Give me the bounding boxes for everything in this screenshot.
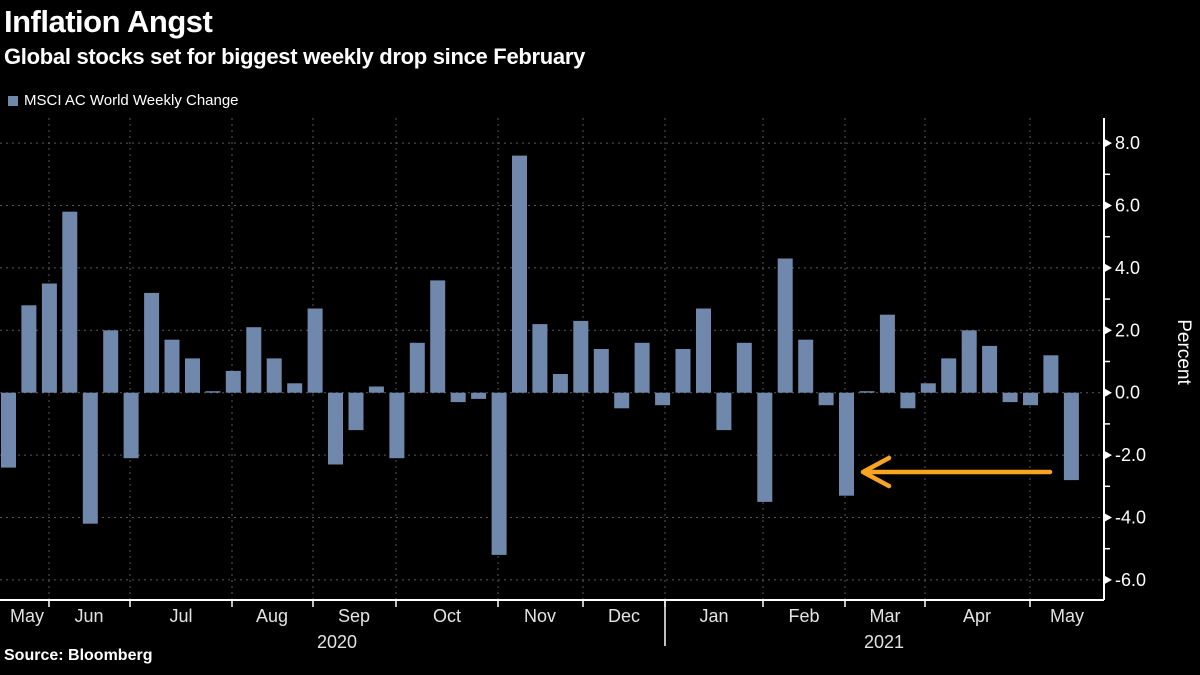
bar <box>941 358 957 393</box>
bar <box>82 392 98 524</box>
bar <box>839 392 854 496</box>
bar <box>266 358 282 393</box>
bar <box>1002 392 1018 403</box>
y-tick-label: -2.0 <box>1115 445 1146 465</box>
bar <box>41 283 57 393</box>
bar <box>532 324 548 393</box>
bar <box>307 308 323 393</box>
y-tick <box>1104 450 1112 460</box>
chart-title: Inflation Angst <box>4 4 213 39</box>
month-label: Jun <box>74 606 103 626</box>
month-label: Jul <box>169 606 192 626</box>
bar <box>1063 392 1079 481</box>
bar <box>696 308 711 393</box>
bar <box>757 392 773 502</box>
bar <box>328 392 343 465</box>
bar <box>450 392 466 403</box>
bar <box>123 392 139 459</box>
bar <box>818 392 834 406</box>
bar <box>246 327 262 393</box>
y-tick-label: 0.0 <box>1115 383 1140 403</box>
y-tick-label: 2.0 <box>1115 320 1140 340</box>
legend-label: MSCI AC World Weekly Change <box>24 92 239 109</box>
bar <box>716 392 732 431</box>
bar <box>471 392 487 399</box>
month-label: Sep <box>338 606 370 626</box>
y-tick <box>1104 513 1112 522</box>
bar <box>1 392 16 468</box>
month-label: Apr <box>963 606 991 626</box>
y-tick <box>1104 138 1112 148</box>
bar <box>409 342 425 393</box>
bar <box>185 358 200 393</box>
bar <box>777 258 793 393</box>
bar <box>512 155 527 393</box>
bar <box>736 342 752 393</box>
bar <box>103 330 119 393</box>
bar <box>205 391 221 393</box>
bar <box>900 392 916 409</box>
y-tick <box>1104 575 1112 585</box>
bar <box>164 339 180 393</box>
bar <box>859 391 875 393</box>
bar <box>920 383 936 393</box>
bar <box>982 345 998 393</box>
y-tick <box>1104 388 1112 398</box>
bar <box>798 339 814 393</box>
bar <box>573 320 589 393</box>
legend-swatch-icon <box>8 95 18 106</box>
month-label: Nov <box>524 606 556 626</box>
bar <box>368 386 384 393</box>
year-label: 2021 <box>864 632 904 652</box>
month-label: Aug <box>256 606 288 626</box>
bar <box>21 305 37 393</box>
bar <box>1043 355 1059 393</box>
bar <box>879 314 895 393</box>
month-label: Oct <box>433 606 461 626</box>
bar <box>634 342 650 393</box>
y-tick-label: -6.0 <box>1115 570 1146 590</box>
bar <box>225 370 241 393</box>
y-axis-title: Percent <box>1173 319 1194 385</box>
y-tick-label: 6.0 <box>1115 196 1140 216</box>
month-label: Dec <box>608 606 640 626</box>
bar <box>144 292 160 393</box>
chart-subtitle: Global stocks set for biggest weekly dro… <box>4 44 586 69</box>
bar <box>614 392 630 409</box>
month-label: May <box>10 606 44 626</box>
y-tick <box>1104 325 1112 335</box>
y-tick-label: 8.0 <box>1115 133 1140 153</box>
y-tick-label: 4.0 <box>1115 258 1140 278</box>
legend: MSCI AC World Weekly Change <box>8 92 239 109</box>
month-label: May <box>1050 606 1084 626</box>
bar <box>675 349 691 393</box>
bar <box>430 280 446 393</box>
bar <box>348 392 364 431</box>
bar <box>655 392 671 406</box>
bar <box>961 330 977 393</box>
bar <box>389 392 405 459</box>
bar <box>552 374 568 393</box>
bar <box>62 211 78 393</box>
month-label: Feb <box>788 606 819 626</box>
annotation-arrow <box>860 455 1053 489</box>
bar <box>287 383 303 393</box>
y-tick-label: -4.0 <box>1115 508 1146 528</box>
month-label: Jan <box>699 606 728 626</box>
bar <box>491 392 507 555</box>
bar <box>1023 392 1038 406</box>
source-credit: Source: Bloomberg <box>4 647 153 664</box>
bar <box>593 349 609 393</box>
y-tick <box>1104 201 1112 210</box>
y-tick <box>1104 263 1112 273</box>
year-label: 2020 <box>317 632 357 652</box>
month-label: Mar <box>870 606 901 626</box>
